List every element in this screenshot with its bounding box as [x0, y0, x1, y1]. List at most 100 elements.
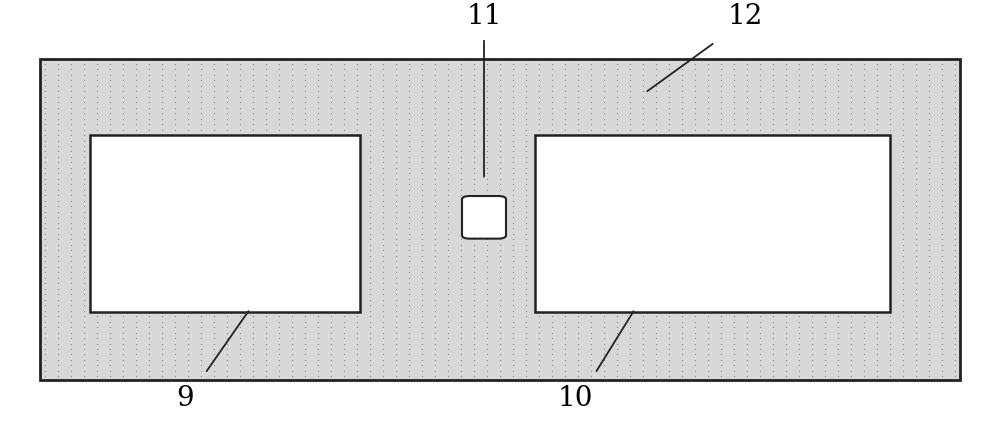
Point — [505, 66, 521, 73]
Point — [323, 324, 339, 330]
Point — [817, 93, 833, 100]
Point — [700, 104, 716, 111]
Point — [505, 165, 521, 171]
Point — [908, 159, 924, 166]
Point — [908, 329, 924, 336]
Point — [544, 115, 560, 122]
Point — [843, 99, 859, 106]
Point — [310, 60, 326, 67]
Point — [713, 110, 729, 116]
Point — [401, 362, 417, 369]
Point — [89, 77, 105, 84]
Point — [570, 104, 586, 111]
Point — [167, 318, 183, 325]
Point — [427, 274, 443, 281]
Point — [934, 351, 950, 358]
Point — [947, 263, 963, 270]
Point — [440, 258, 456, 265]
Point — [414, 148, 430, 155]
Point — [336, 346, 352, 352]
Point — [453, 302, 469, 308]
Point — [726, 329, 742, 336]
Point — [739, 313, 755, 319]
Point — [895, 208, 911, 215]
Point — [778, 121, 794, 127]
Point — [440, 313, 456, 319]
Point — [908, 132, 924, 138]
Point — [648, 99, 664, 106]
Point — [76, 104, 92, 111]
Point — [544, 71, 560, 78]
Point — [50, 274, 66, 281]
Point — [258, 104, 274, 111]
Point — [609, 115, 625, 122]
Point — [505, 197, 521, 204]
Point — [817, 110, 833, 116]
Point — [934, 280, 950, 287]
Point — [505, 77, 521, 84]
Point — [752, 318, 768, 325]
Point — [401, 115, 417, 122]
Point — [193, 71, 209, 78]
Point — [817, 318, 833, 325]
Point — [726, 60, 742, 67]
Point — [453, 88, 469, 95]
Point — [102, 71, 118, 78]
Point — [479, 197, 495, 204]
Point — [206, 335, 222, 341]
Point — [375, 318, 391, 325]
Point — [440, 154, 456, 160]
Point — [128, 324, 144, 330]
Point — [778, 88, 794, 95]
Point — [479, 247, 495, 254]
Point — [687, 77, 703, 84]
Point — [895, 302, 911, 308]
Point — [414, 126, 430, 133]
Point — [921, 71, 937, 78]
Point — [76, 280, 92, 287]
Point — [297, 110, 313, 116]
Point — [427, 225, 443, 232]
Point — [453, 252, 469, 259]
Point — [258, 351, 274, 358]
Point — [427, 115, 443, 122]
Point — [258, 357, 274, 363]
Point — [557, 121, 573, 127]
Point — [219, 362, 235, 369]
Point — [869, 88, 885, 95]
Point — [219, 93, 235, 100]
Point — [167, 329, 183, 336]
Point — [817, 351, 833, 358]
Point — [193, 373, 209, 380]
Point — [505, 285, 521, 292]
Point — [843, 357, 859, 363]
Point — [76, 219, 92, 226]
Point — [427, 269, 443, 276]
Point — [388, 82, 404, 89]
Point — [908, 368, 924, 374]
Point — [921, 181, 937, 188]
Point — [76, 335, 92, 341]
Point — [752, 324, 768, 330]
Point — [414, 82, 430, 89]
Point — [401, 318, 417, 325]
Point — [141, 88, 157, 95]
Point — [518, 368, 534, 374]
Point — [388, 115, 404, 122]
Point — [466, 187, 482, 193]
Point — [466, 335, 482, 341]
Point — [89, 121, 105, 127]
Point — [908, 274, 924, 281]
Point — [76, 346, 92, 352]
Point — [934, 214, 950, 221]
Point — [323, 335, 339, 341]
Point — [934, 88, 950, 95]
Point — [388, 219, 404, 226]
Point — [947, 88, 963, 95]
Point — [440, 219, 456, 226]
Point — [934, 181, 950, 188]
Point — [388, 187, 404, 193]
Point — [401, 77, 417, 84]
Point — [622, 110, 638, 116]
Point — [947, 230, 963, 237]
